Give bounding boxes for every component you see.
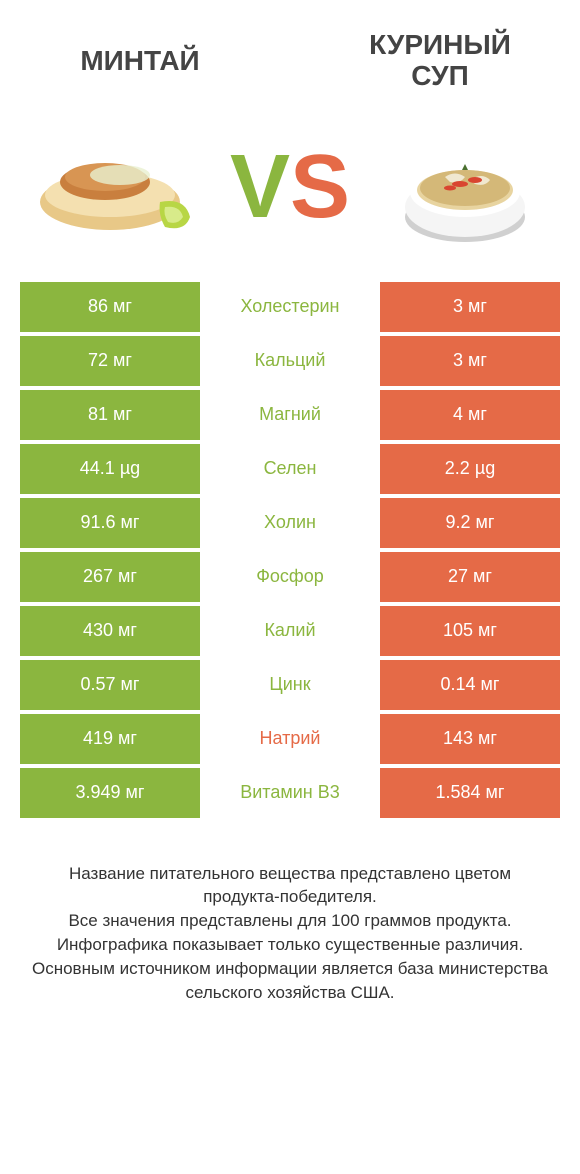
nutrient-label: Калий [200,606,380,656]
left-value: 419 мг [20,714,200,764]
footer-line4: Основным источником информации является … [30,957,550,1005]
images-row: VS [0,112,580,282]
nutrient-label: Фосфор [200,552,380,602]
right-value: 105 мг [380,606,560,656]
table-row: 44.1 µgСелен2.2 µg [20,444,560,498]
right-value: 143 мг [380,714,560,764]
table-row: 419 мгНатрий143 мг [20,714,560,768]
left-value: 267 мг [20,552,200,602]
right-value: 1.584 мг [380,768,560,818]
table-row: 91.6 мгХолин9.2 мг [20,498,560,552]
nutrient-label: Кальций [200,336,380,386]
nutrient-label: Магний [200,390,380,440]
right-value: 0.14 мг [380,660,560,710]
nutrient-label: Цинк [200,660,380,710]
table-row: 267 мгФосфор27 мг [20,552,560,606]
left-value: 430 мг [20,606,200,656]
footer-line2: Все значения представлены для 100 граммо… [30,909,550,933]
table-row: 0.57 мгЦинк0.14 мг [20,660,560,714]
vs-v: V [230,137,290,237]
footer-line3: Инфографика показывает только существенн… [30,933,550,957]
left-value: 86 мг [20,282,200,332]
left-title: МИНТАЙ [40,45,240,77]
vs-s: S [290,137,350,237]
right-value: 3 мг [380,336,560,386]
vs-label: VS [230,142,350,232]
left-food-image [30,122,200,252]
table-row: 430 мгКалий105 мг [20,606,560,660]
table-row: 3.949 мгВитамин B31.584 мг [20,768,560,822]
nutrient-label: Холестерин [200,282,380,332]
right-food-image [380,122,550,252]
left-value: 72 мг [20,336,200,386]
right-value: 4 мг [380,390,560,440]
footer: Название питательного вещества представл… [0,822,580,1025]
left-value: 3.949 мг [20,768,200,818]
left-value: 91.6 мг [20,498,200,548]
table-row: 81 мгМагний4 мг [20,390,560,444]
right-value: 27 мг [380,552,560,602]
right-title-line2: СУП [340,61,540,92]
nutrient-label: Натрий [200,714,380,764]
left-value: 81 мг [20,390,200,440]
table-row: 72 мгКальций3 мг [20,336,560,390]
comparison-table: 86 мгХолестерин3 мг72 мгКальций3 мг81 мг… [0,282,580,822]
header: МИНТАЙ КУРИНЫЙ СУП [0,0,580,112]
nutrient-label: Холин [200,498,380,548]
left-value: 44.1 µg [20,444,200,494]
nutrient-label: Витамин B3 [200,768,380,818]
right-title-line1: КУРИНЫЙ [340,30,540,61]
table-row: 86 мгХолестерин3 мг [20,282,560,336]
nutrient-label: Селен [200,444,380,494]
right-value: 2.2 µg [380,444,560,494]
right-title: КУРИНЫЙ СУП [340,30,540,92]
left-value: 0.57 мг [20,660,200,710]
right-value: 9.2 мг [380,498,560,548]
right-value: 3 мг [380,282,560,332]
footer-line1: Название питательного вещества представл… [30,862,550,910]
